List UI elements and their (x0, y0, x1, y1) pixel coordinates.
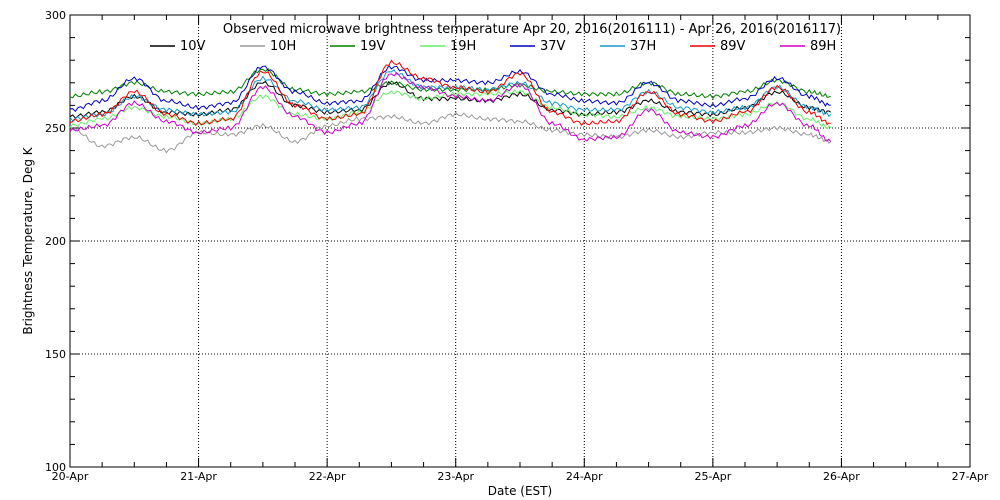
series-line-89v (69, 59, 831, 127)
series-line-37h (69, 69, 832, 122)
y-tick-label: 100 (45, 461, 66, 474)
y-tick-label: 150 (45, 348, 66, 361)
x-tick-label: 21-Apr (180, 470, 217, 483)
chart-title: Observed microwave brightness temperatur… (223, 22, 841, 37)
y-axis-label: Brightness Temperature, Deg K (21, 146, 35, 334)
legend-label-89h: 89H (810, 39, 836, 54)
series-line-10v (69, 80, 831, 119)
legend: 10V 10H 19V 19H 37V 37H 89V 89H (150, 39, 836, 54)
legend-label-19v: 19V (360, 39, 386, 54)
legend-label-37h: 37H (630, 39, 656, 54)
series-lines (69, 59, 832, 154)
legend-label-89v: 89V (720, 39, 746, 54)
x-tick-label: 27-Apr (952, 470, 989, 483)
y-tick-label: 300 (45, 9, 66, 22)
x-tick-label: 20-Apr (52, 470, 89, 483)
legend-label-10v: 10V (180, 39, 206, 54)
x-axis-label: Date (EST) (488, 484, 552, 498)
x-tick-label: 26-Apr (823, 470, 860, 483)
series-line-89h (69, 72, 832, 142)
x-tick-label: 24-Apr (566, 470, 603, 483)
series-line-19h (69, 89, 832, 130)
x-tick-label: 25-Apr (694, 470, 731, 483)
x-tick-label: 23-Apr (437, 470, 474, 483)
legend-label-37v: 37V (540, 39, 566, 54)
axis-ticks: 20-Apr 21-Apr 22-Apr 23-Apr 24-Apr 25-Apr 26-A… (45, 9, 989, 483)
series-line-37v (69, 64, 831, 113)
legend-label-19h: 19H (450, 39, 476, 54)
y-tick-label: 250 (45, 122, 66, 135)
series-line-19v (69, 68, 831, 100)
x-tick-label: 22-Apr (309, 470, 346, 483)
legend-label-10h: 10H (270, 39, 296, 54)
y-tick-label: 200 (45, 235, 66, 248)
grid-lines (70, 15, 970, 467)
